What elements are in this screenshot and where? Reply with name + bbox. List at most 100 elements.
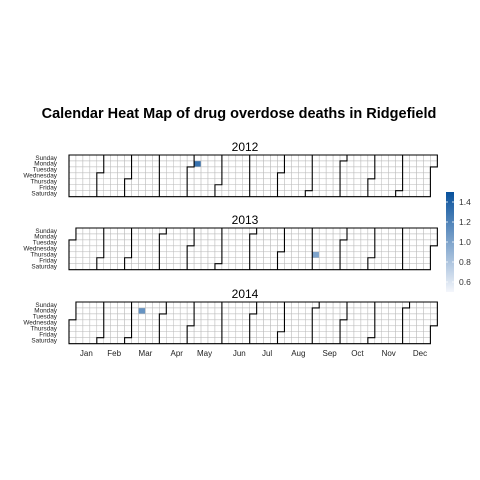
day-cell xyxy=(75,178,84,186)
day-cell xyxy=(277,227,285,235)
day-cell xyxy=(402,251,410,259)
day-cell xyxy=(145,154,153,162)
day-cell xyxy=(346,160,355,168)
day-cell xyxy=(332,301,341,309)
day-cell xyxy=(284,172,292,180)
day-cell xyxy=(186,325,195,332)
day-cell xyxy=(138,337,146,344)
day-cell xyxy=(117,245,125,253)
day-cell xyxy=(186,166,195,174)
year-panel: 2014 SundayMondayTuesdayWednesdayThursday… xyxy=(23,287,438,345)
day-cell xyxy=(332,245,341,253)
day-cell xyxy=(346,257,355,264)
day-cell xyxy=(312,227,320,235)
day-cell xyxy=(166,233,174,241)
day-cell xyxy=(298,245,306,253)
day-cell xyxy=(409,313,417,321)
day-cell xyxy=(207,319,216,327)
day-cell xyxy=(360,178,369,186)
day-cell xyxy=(339,239,348,247)
day-cell xyxy=(395,251,403,259)
day-cell xyxy=(388,184,396,191)
day-cell xyxy=(124,227,132,235)
day-cell xyxy=(173,245,181,253)
day-cell xyxy=(179,331,188,338)
day-cell xyxy=(423,251,431,259)
day-cell xyxy=(207,263,216,270)
day-cell xyxy=(193,319,202,327)
day-cell xyxy=(82,251,91,259)
day-cell xyxy=(235,263,244,270)
day-cell xyxy=(186,178,195,186)
day-cell xyxy=(228,313,237,321)
day-cell xyxy=(124,245,132,253)
day-cell xyxy=(284,331,292,338)
day-cell xyxy=(131,172,139,180)
day-cell xyxy=(367,319,376,327)
day-cell xyxy=(103,233,111,241)
day-cell xyxy=(325,263,334,270)
day-cell xyxy=(186,233,195,241)
day-cell xyxy=(159,172,167,180)
day-cell xyxy=(242,313,250,321)
day-cell xyxy=(395,154,403,162)
day-cell xyxy=(298,178,306,186)
day-cell xyxy=(353,227,362,235)
day-cell xyxy=(235,166,244,174)
day-cell xyxy=(235,172,244,180)
day-cell xyxy=(409,301,417,309)
day-cell xyxy=(249,184,257,191)
day-cell xyxy=(110,233,118,241)
day-cell xyxy=(416,319,424,327)
day-cell xyxy=(131,307,139,315)
day-cell xyxy=(298,227,306,235)
day-cell xyxy=(339,172,348,180)
day-cell xyxy=(138,239,146,247)
weekday-label: Sunday xyxy=(35,228,57,235)
day-cell xyxy=(235,251,244,259)
day-cell xyxy=(68,190,77,197)
day-cell xyxy=(214,331,223,338)
day-cell xyxy=(145,160,153,168)
day-cell xyxy=(312,233,320,241)
day-cell xyxy=(68,154,77,162)
month-boundaries xyxy=(68,301,438,345)
day-cell xyxy=(166,184,174,191)
day-cell xyxy=(207,331,216,338)
day-cell xyxy=(200,337,209,344)
day-cell xyxy=(325,245,334,253)
day-cell xyxy=(381,313,389,321)
day-cell xyxy=(110,227,118,235)
day-cell xyxy=(193,245,202,253)
day-cell xyxy=(221,184,230,191)
day-cell xyxy=(381,227,389,235)
day-cell xyxy=(318,184,327,191)
day-cell xyxy=(318,331,327,338)
day-cell xyxy=(82,313,91,321)
day-cell xyxy=(291,154,299,162)
day-cell xyxy=(423,233,431,241)
day-cell xyxy=(75,166,84,174)
day-cell xyxy=(332,319,341,327)
day-cell xyxy=(270,331,278,338)
day-cell xyxy=(374,263,382,270)
day-cell xyxy=(263,257,271,264)
day-cell xyxy=(138,172,146,180)
day-cell xyxy=(270,154,278,162)
day-cell xyxy=(402,190,410,197)
day-cell xyxy=(367,184,376,191)
day-cell xyxy=(416,166,424,174)
day-cell xyxy=(409,325,417,332)
day-cell xyxy=(409,172,417,180)
day-cell xyxy=(270,301,278,309)
day-cell xyxy=(312,190,320,197)
day-cell xyxy=(284,190,292,197)
day-cell xyxy=(186,251,195,259)
day-cell xyxy=(312,154,320,162)
weekday-label: Thursday xyxy=(30,252,57,259)
day-cell xyxy=(367,160,376,168)
day-cell xyxy=(249,319,257,327)
day-cell xyxy=(339,166,348,174)
day-cell xyxy=(318,307,327,315)
day-cell xyxy=(193,239,202,247)
